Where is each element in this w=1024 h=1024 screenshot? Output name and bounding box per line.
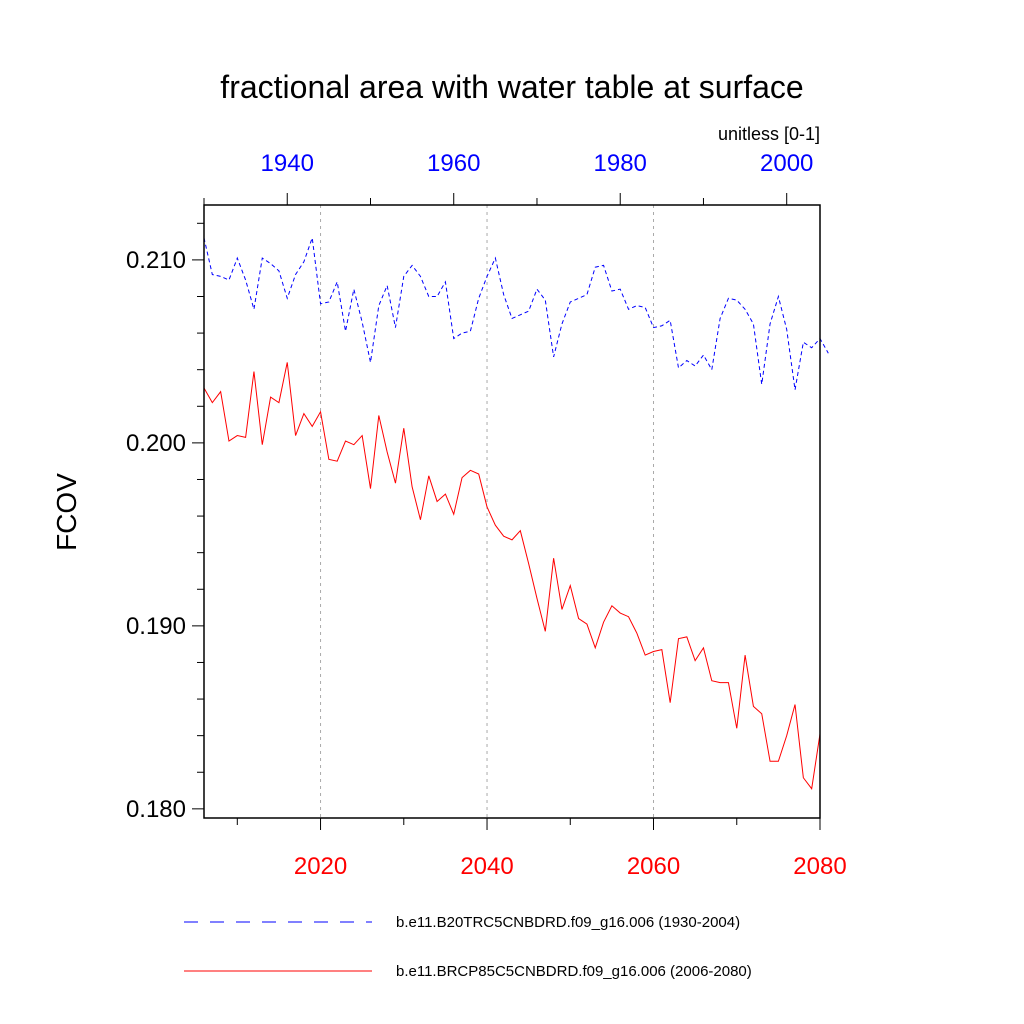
series-group	[203, 237, 829, 790]
x-top-tick-label: 2000	[760, 150, 813, 177]
legend: b.e11.B20TRC5CNBDRD.f09_g16.006 (1930-20…	[184, 914, 752, 980]
chart-title: fractional area with water table at surf…	[220, 69, 803, 105]
y-tick-label: 0.210	[126, 247, 186, 274]
legend-label-1: b.e11.BRCP85C5CNBDRD.f09_g16.006 (2006-2…	[396, 963, 752, 980]
x-bottom-tick-label: 2040	[460, 853, 513, 880]
x-bottom-tick-label: 2060	[627, 853, 680, 880]
x-top-tick-label: 1980	[594, 150, 647, 177]
y-tick-label: 0.180	[126, 796, 186, 823]
legend-label-0: b.e11.B20TRC5CNBDRD.f09_g16.006 (1930-20…	[396, 914, 740, 931]
axes-group: 0.180 0.190 0.200 0.210 2020 2040 2060 2080 1940…	[126, 150, 847, 880]
y-tick-label: 0.190	[126, 613, 186, 640]
plot-frame	[203, 204, 821, 819]
x-bottom-tick-label: 2020	[294, 853, 347, 880]
x-top-tick-label: 1940	[261, 150, 314, 177]
historical-series-line	[203, 237, 829, 390]
grid-lines	[320, 205, 655, 818]
x-bottom-tick-label: 2080	[793, 853, 846, 880]
units-label: unitless [0-1]	[718, 124, 820, 144]
rcp85-series-line	[203, 362, 821, 790]
y-tick-label: 0.200	[126, 430, 186, 457]
x-top-tick-label: 1960	[427, 150, 480, 177]
y-axis-label: FCOV	[51, 473, 82, 551]
